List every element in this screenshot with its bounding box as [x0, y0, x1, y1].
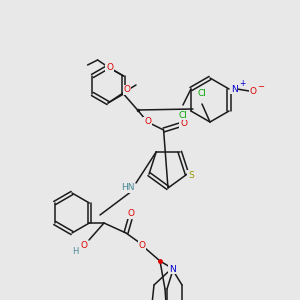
Text: Cl: Cl: [178, 110, 188, 119]
Text: O: O: [128, 209, 134, 218]
Text: O: O: [250, 86, 256, 95]
Text: N: N: [231, 85, 237, 94]
Text: O: O: [180, 119, 187, 128]
Text: −: −: [258, 82, 265, 91]
Text: O: O: [139, 241, 145, 250]
Text: H: H: [72, 247, 78, 256]
Text: O: O: [144, 118, 151, 127]
Text: O: O: [106, 64, 113, 73]
Text: O: O: [80, 241, 88, 250]
Text: +: +: [239, 80, 245, 88]
Text: Cl: Cl: [198, 89, 206, 98]
Text: HN: HN: [121, 184, 135, 193]
Text: O: O: [124, 85, 130, 94]
Text: N: N: [169, 265, 176, 274]
Text: S: S: [188, 171, 194, 180]
